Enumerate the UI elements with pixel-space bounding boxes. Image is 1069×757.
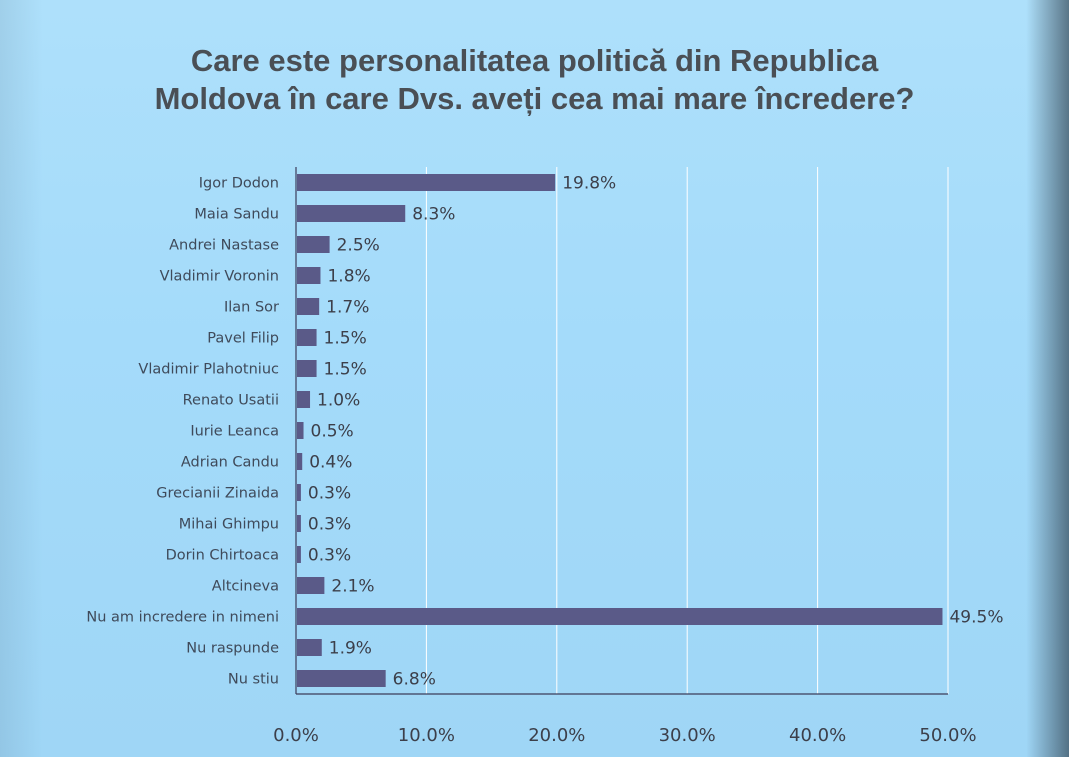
bar-14 — [297, 577, 325, 594]
bar-10 — [297, 453, 303, 470]
value-label-7: 1.5% — [324, 360, 367, 380]
bar-3 — [297, 236, 330, 253]
value-label-6: 1.5% — [324, 329, 367, 349]
value-label-9: 0.5% — [311, 422, 354, 442]
category-label-1: Igor Dodon — [199, 176, 279, 192]
value-label-16: 1.9% — [329, 639, 372, 659]
x-tick-label-4: 40.0% — [789, 725, 846, 746]
value-label-11: 0.3% — [308, 484, 351, 504]
category-label-12: Mihai Ghimpu — [179, 517, 279, 533]
bar-2 — [297, 205, 406, 222]
value-label-4: 1.8% — [327, 267, 370, 287]
bar-7 — [297, 360, 317, 377]
chart-title: Care este personalitatea politică din Re… — [0, 42, 1069, 118]
value-label-13: 0.3% — [308, 546, 351, 566]
category-label-14: Altcineva — [212, 579, 279, 595]
value-label-12: 0.3% — [308, 515, 351, 535]
category-label-16: Nu raspunde — [186, 641, 279, 657]
value-label-3: 2.5% — [337, 236, 380, 256]
bar-13 — [297, 546, 301, 563]
x-tick-label-1: 10.0% — [398, 725, 455, 746]
category-label-4: Vladimir Voronin — [160, 269, 279, 285]
bar-6 — [297, 329, 317, 346]
category-label-8: Renato Usatii — [183, 393, 279, 409]
x-tick-label-3: 30.0% — [659, 725, 716, 746]
value-label-8: 1.0% — [317, 391, 360, 411]
category-label-17: Nu stiu — [228, 672, 279, 688]
value-label-10: 0.4% — [309, 453, 352, 473]
chart-title-line-1: Care este personalitatea politică din Re… — [190, 43, 879, 78]
value-label-17: 6.8% — [393, 670, 436, 690]
bar-11 — [297, 484, 301, 501]
category-label-5: Ilan Sor — [224, 300, 279, 316]
value-label-5: 1.7% — [326, 298, 369, 318]
bar-17 — [297, 670, 386, 687]
bar-16 — [297, 639, 322, 656]
category-label-3: Andrei Nastase — [169, 238, 279, 254]
chart-title-line-2: Moldova în care Dvs. aveți cea mai mare … — [154, 81, 915, 116]
category-label-9: Iurie Leanca — [190, 424, 279, 440]
category-label-2: Maia Sandu — [194, 207, 279, 223]
bar-4 — [297, 267, 321, 284]
bar-1 — [297, 174, 556, 191]
bar-8 — [297, 391, 311, 408]
bar-9 — [297, 422, 304, 439]
x-tick-label-2: 20.0% — [528, 725, 585, 746]
value-label-15: 49.5% — [949, 608, 1003, 628]
category-label-6: Pavel Filip — [207, 331, 279, 347]
category-label-7: Vladimir Plahotniuc — [138, 362, 279, 378]
bar-15 — [297, 608, 943, 625]
bar-12 — [297, 515, 301, 532]
value-label-14: 2.1% — [331, 577, 374, 597]
category-label-15: Nu am incredere in nimeni — [86, 610, 279, 626]
x-tick-label-0: 0.0% — [273, 725, 319, 746]
category-label-11: Grecianii Zinaida — [156, 486, 279, 502]
category-label-13: Dorin Chirtoaca — [166, 548, 279, 564]
value-label-1: 19.8% — [562, 174, 616, 194]
x-tick-label-5: 50.0% — [919, 725, 976, 746]
category-label-10: Adrian Candu — [181, 455, 279, 471]
value-label-2: 8.3% — [412, 205, 455, 225]
bar-5 — [297, 298, 320, 315]
